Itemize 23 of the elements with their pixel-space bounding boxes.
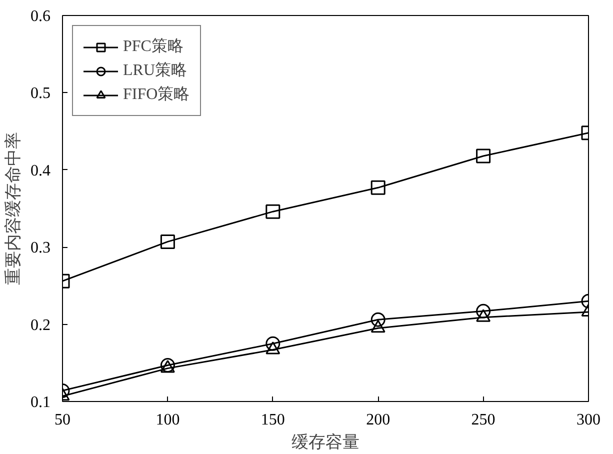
point	[266, 204, 280, 219]
x-axis-title: 缓存容量	[292, 432, 360, 452]
legend-label: FIFO策略	[123, 85, 190, 105]
x-tick-label: 100	[156, 412, 180, 428]
point	[266, 342, 280, 354]
y-tick-label: 0.4	[30, 162, 50, 180]
point	[370, 180, 386, 195]
x-tick-label: 300	[576, 412, 600, 428]
y-tick-label: 0.3	[30, 240, 50, 257]
point	[370, 320, 386, 333]
y-tick-label: 0.1	[30, 394, 50, 411]
y-tick-label: 0.5	[30, 85, 50, 102]
x-tick-label: 200	[366, 412, 390, 428]
x-tick-label: 50	[54, 412, 70, 428]
y-axis-title: 重要内容缓存命中率	[4, 132, 22, 285]
legend-label: PFC策略	[123, 37, 184, 57]
legend-label: LRU策略	[123, 61, 187, 81]
point	[266, 336, 280, 351]
x-tick-label: 150	[260, 412, 285, 428]
y-tick-label: 0.6	[30, 8, 50, 25]
x-tick-label: 250	[471, 412, 496, 428]
y-tick-label: 0.2	[30, 316, 50, 334]
point	[370, 312, 386, 327]
